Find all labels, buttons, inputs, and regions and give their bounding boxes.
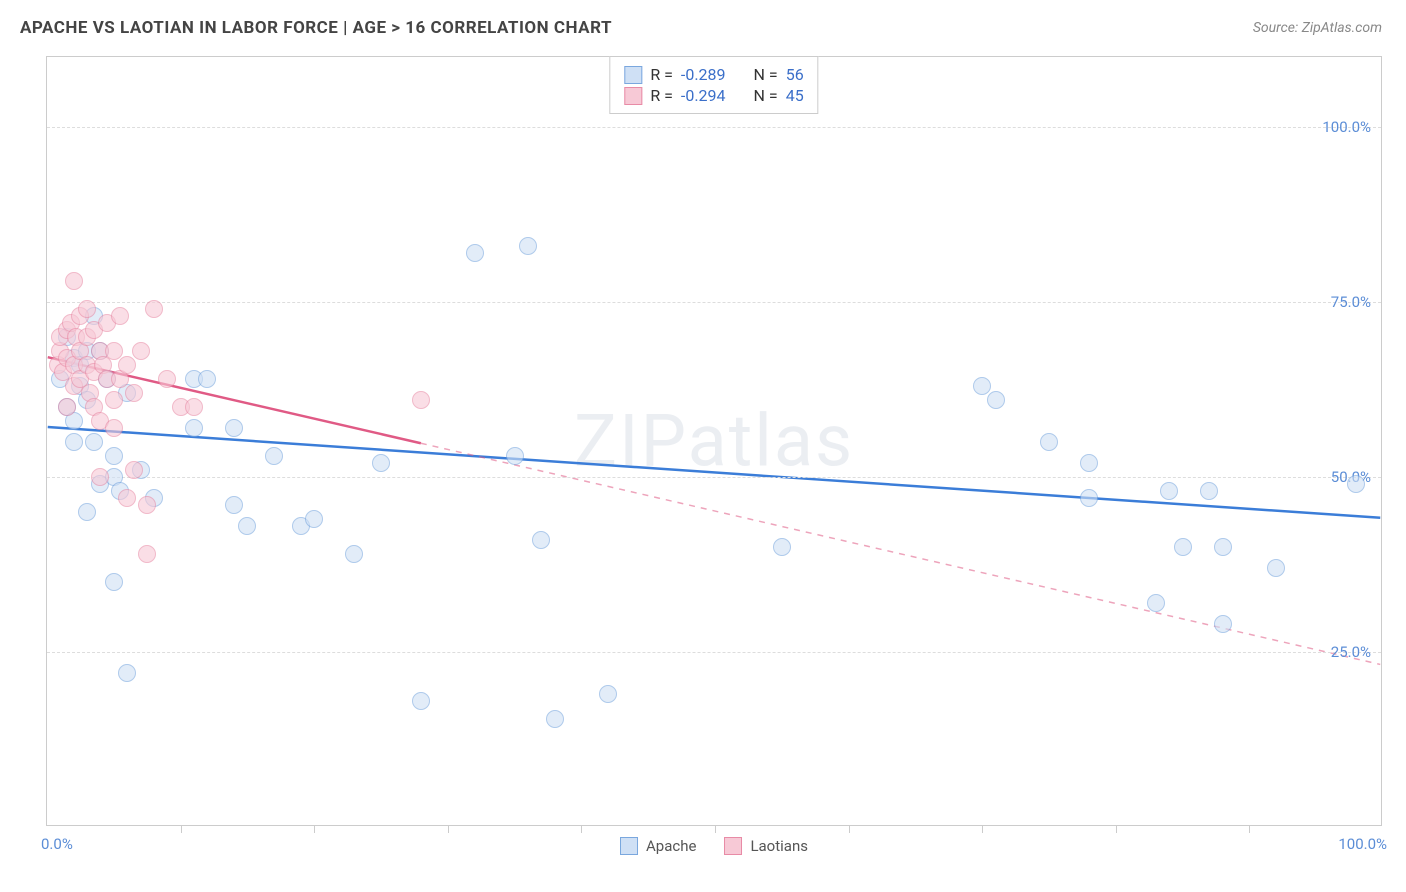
legend-item-laotians: Laotians [724,837,808,855]
swatch-laotians [624,87,642,105]
r-label: R = [650,86,673,105]
legend-label-laotians: Laotians [750,837,808,855]
data-point [185,398,203,416]
data-point [65,433,83,451]
data-point [238,517,256,535]
data-point [466,244,484,262]
data-point [1147,594,1165,612]
x-tick [181,825,182,833]
data-point [105,447,123,465]
data-point [412,391,430,409]
y-tick-label: 100.0% [1322,118,1371,136]
r-value-apache: -0.289 [681,65,726,84]
x-tick [715,825,716,833]
trend-lines-svg [47,57,1381,825]
data-point [105,573,123,591]
data-point [345,545,363,563]
data-point [1080,489,1098,507]
y-tick-label: 25.0% [1331,643,1371,661]
data-point [1347,475,1365,493]
data-point [973,377,991,395]
x-tick [581,825,582,833]
data-point [85,433,103,451]
x-tick [1116,825,1117,833]
n-label: N = [754,65,778,84]
plot-area: ZIPatlas R = -0.289 N = 56 R = -0.294 N … [46,56,1382,826]
x-tick [1249,825,1250,833]
data-point [1040,433,1058,451]
x-tick [982,825,983,833]
data-point [58,398,76,416]
x-tick [448,825,449,833]
data-point [265,447,283,465]
data-point [111,307,129,325]
data-point [519,237,537,255]
legend-swatch-apache [620,837,638,855]
data-point [65,272,83,290]
data-point [105,342,123,360]
data-point [305,510,323,528]
x-axis-max-label: 100.0% [1338,835,1387,853]
data-point [987,391,1005,409]
data-point [125,384,143,402]
x-tick [314,825,315,833]
data-point [125,461,143,479]
data-point [412,692,430,710]
chart-title: APACHE VS LAOTIAN IN LABOR FORCE | AGE >… [20,18,612,38]
data-point [105,419,123,437]
stats-row-laotians: R = -0.294 N = 45 [624,86,803,105]
data-point [1267,559,1285,577]
data-point [1174,538,1192,556]
data-point [138,496,156,514]
data-point [1200,482,1218,500]
data-point [506,447,524,465]
grid-line [47,302,1381,303]
data-point [773,538,791,556]
data-point [91,468,109,486]
data-point [78,503,96,521]
data-point [532,531,550,549]
data-point [225,419,243,437]
grid-line [47,652,1381,653]
data-point [599,685,617,703]
data-point [118,664,136,682]
data-point [132,342,150,360]
data-point [372,454,390,472]
watermark-text: ZIPatlas [574,399,854,484]
data-point [1214,538,1232,556]
data-point [185,419,203,437]
grid-line [47,127,1381,128]
data-point [1080,454,1098,472]
legend-item-apache: Apache [620,837,696,855]
data-point [158,370,176,388]
data-point [225,496,243,514]
grid-line [47,477,1381,478]
legend: Apache Laotians [620,837,808,855]
n-label: N = [754,86,778,105]
data-point [105,391,123,409]
data-point [78,300,96,318]
correlation-stats-box: R = -0.289 N = 56 R = -0.294 N = 45 [609,56,818,114]
data-point [118,489,136,507]
data-point [546,710,564,728]
n-value-laotians: 45 [786,86,804,105]
swatch-apache [624,66,642,84]
y-tick-label: 75.0% [1331,293,1371,311]
stats-row-apache: R = -0.289 N = 56 [624,65,803,84]
data-point [1214,615,1232,633]
source-attribution: Source: ZipAtlas.com [1253,20,1382,36]
data-point [198,370,216,388]
x-axis-min-label: 0.0% [41,835,73,853]
chart-container: { "title": "APACHE VS LAOTIAN IN LABOR F… [0,0,1406,892]
r-label: R = [650,65,673,84]
x-tick [849,825,850,833]
legend-swatch-laotians [724,837,742,855]
n-value-apache: 56 [786,65,804,84]
legend-label-apache: Apache [646,837,696,855]
data-point [138,545,156,563]
data-point [145,300,163,318]
data-point [1160,482,1178,500]
r-value-laotians: -0.294 [681,86,726,105]
data-point [118,356,136,374]
